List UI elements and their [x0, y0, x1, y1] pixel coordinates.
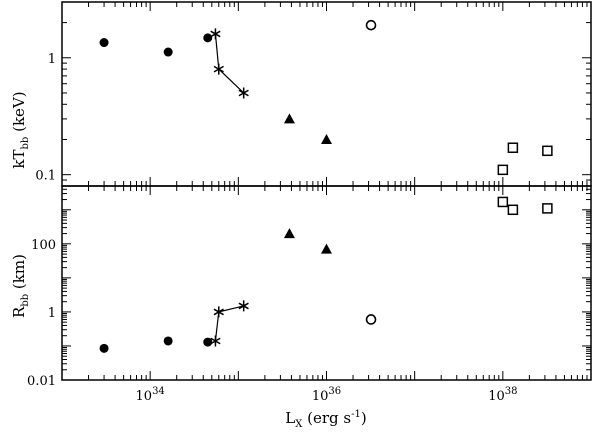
data-point-asterisk — [210, 335, 221, 347]
data-point-circle-filled — [99, 38, 109, 48]
data-point-circle-filled — [203, 337, 213, 347]
data-point-asterisk — [213, 63, 224, 75]
data-point-asterisk — [210, 28, 221, 40]
y-tick-label: 1 — [48, 52, 56, 67]
x-axis-label: LX (erg s-1) — [285, 409, 366, 430]
data-marks — [99, 19, 553, 353]
data-point-square-open — [507, 204, 519, 216]
y-tick-label: 0.1 — [35, 169, 56, 184]
data-point-square-open — [507, 142, 519, 153]
y-tick-label: 0.01 — [27, 374, 56, 389]
data-point-square-open — [542, 203, 553, 214]
data-point-square-open — [497, 164, 509, 176]
y-tick-label: 1 — [48, 306, 56, 321]
x-tick-label: 1034 — [136, 386, 165, 404]
data-point-circle-filled — [163, 336, 173, 346]
data-point-circle-open — [365, 19, 377, 31]
data-point-square-open — [497, 196, 509, 208]
data-point-square-open — [542, 145, 553, 157]
top-panel-frame — [61, 1, 592, 187]
tick-labels: 0.1 1 0.01 1 100 1034 1036 1038 — [27, 52, 517, 404]
data-point-circle-filled — [163, 47, 173, 57]
data-point-circle-filled — [203, 33, 213, 43]
y-tick-label: 100 — [31, 238, 56, 253]
x-tick-label: 1036 — [312, 386, 341, 404]
data-point-asterisk — [238, 87, 249, 99]
bottom-y-axis-label: Rbb (km) — [10, 254, 31, 318]
top-y-axis-label: kTbb (keV) — [10, 91, 31, 168]
data-point-triangle — [321, 133, 332, 144]
x-tick-label: 1038 — [488, 386, 517, 404]
data-point-asterisk — [213, 306, 224, 318]
series-line — [214, 33, 245, 94]
data-point-asterisk — [238, 300, 249, 312]
data-point-circle-open — [365, 314, 377, 325]
bottom-panel-frame — [61, 185, 592, 381]
axis-ticks — [61, 1, 592, 381]
data-point-circle-filled — [99, 343, 109, 353]
data-point-triangle — [283, 113, 295, 124]
data-point-triangle — [283, 228, 295, 239]
data-point-triangle — [321, 243, 332, 254]
